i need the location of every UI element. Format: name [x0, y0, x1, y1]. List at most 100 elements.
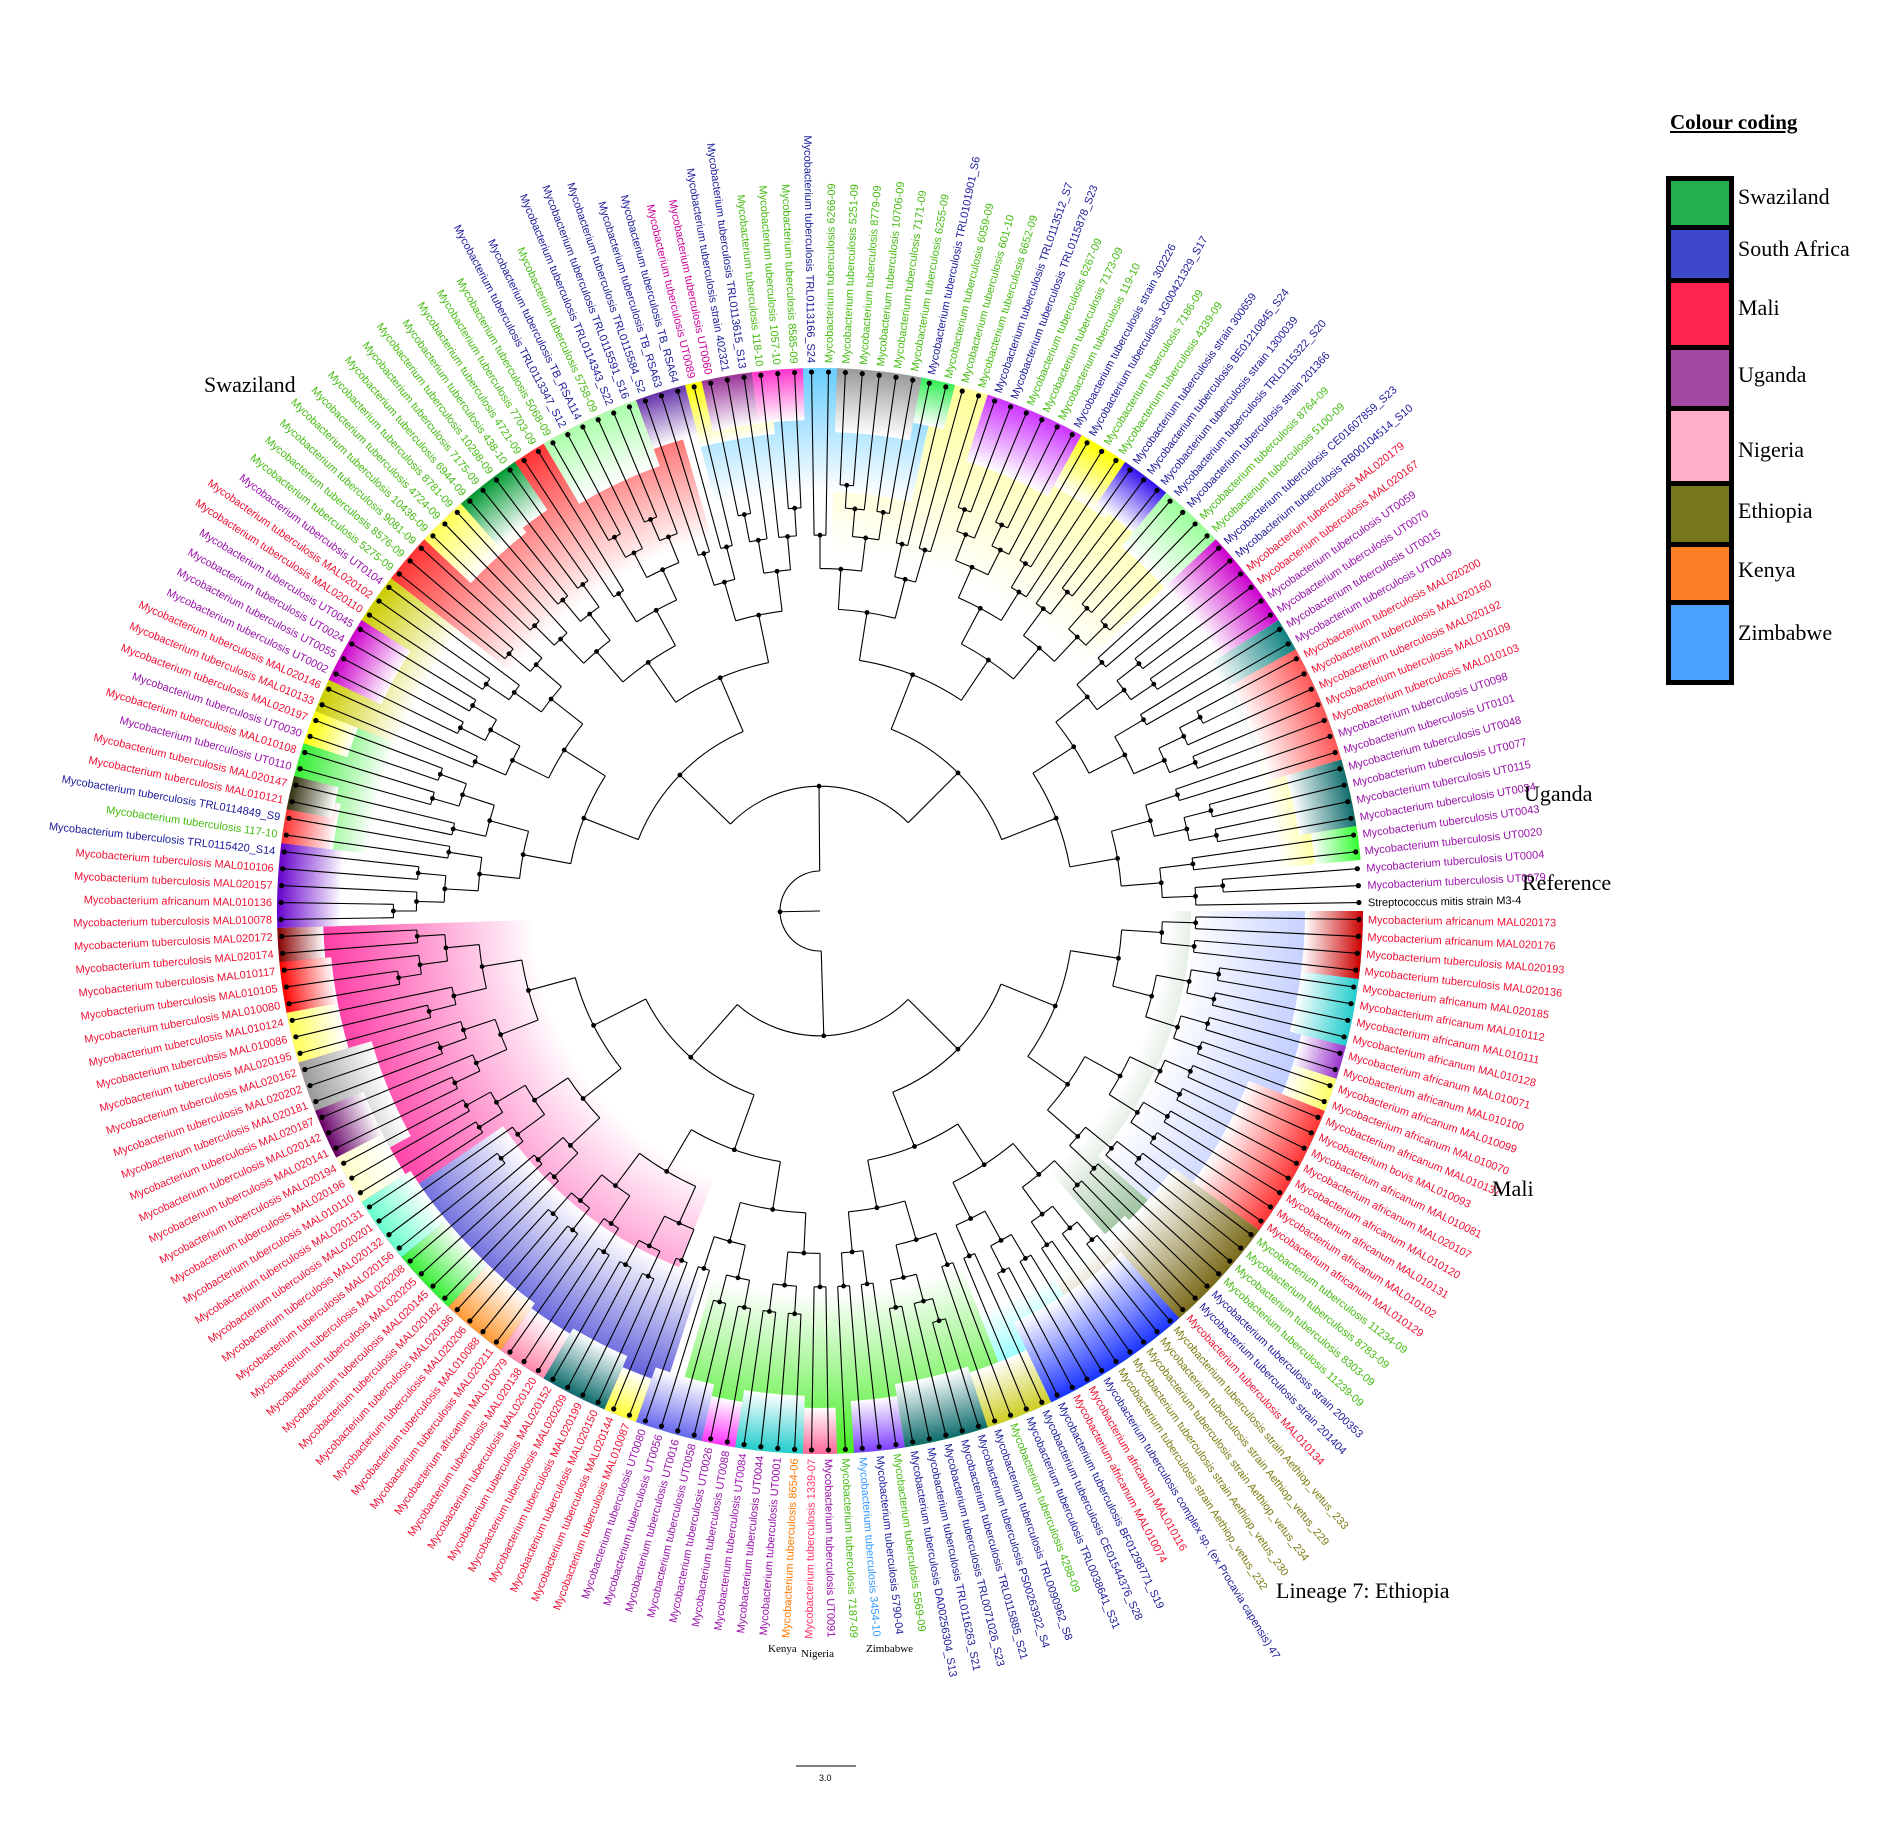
leaf-tip: [289, 1017, 295, 1023]
leaf-tip: [775, 371, 781, 377]
branch: [935, 1233, 948, 1265]
tree-node: [1190, 861, 1196, 867]
branch: [794, 1286, 797, 1314]
tree-node: [735, 1275, 741, 1281]
branch: [1212, 784, 1345, 818]
leaf-tip: [1007, 1412, 1014, 1418]
tree-node: [767, 1309, 772, 1314]
branch: [1084, 1056, 1121, 1077]
branch: [803, 1212, 807, 1254]
leaf-tip: [341, 656, 347, 662]
leaf-tip: [1308, 1130, 1314, 1136]
branch: [523, 1248, 599, 1362]
branch: [1052, 1205, 1071, 1229]
branch: [534, 625, 555, 646]
tree-node: [1211, 996, 1217, 1002]
leaf-tip: [293, 1034, 299, 1040]
branch: [495, 1233, 579, 1343]
leaf-tip: [1084, 440, 1090, 446]
branch: [1173, 1037, 1200, 1049]
branch: [282, 868, 418, 880]
tree-node: [755, 537, 761, 543]
leaf-tip: [366, 612, 373, 618]
leaf-tip: [1341, 782, 1347, 788]
leaf-tip: [1345, 1017, 1351, 1023]
branch: [284, 954, 419, 971]
clade-highlight: [735, 1390, 805, 1454]
tree-node: [613, 1183, 618, 1189]
branch: [552, 1192, 572, 1215]
tree-node: [1151, 681, 1157, 687]
branch: [776, 571, 783, 612]
branch: [462, 794, 495, 806]
branch: [474, 761, 506, 776]
branch: [1212, 1004, 1345, 1038]
branch: [569, 1117, 601, 1146]
branch: [1047, 1109, 1079, 1137]
branch: [787, 536, 791, 570]
branch: [1129, 1056, 1161, 1072]
branch: [535, 664, 562, 687]
leaf-tip: [724, 1439, 730, 1445]
tree-node: [1186, 979, 1192, 984]
branch: [281, 885, 417, 893]
tree-node: [1214, 832, 1219, 838]
tree-node: [653, 607, 659, 613]
branch: [660, 1270, 711, 1427]
tree-node: [981, 1162, 987, 1168]
tree-node: [977, 605, 983, 611]
branch: [1054, 636, 1078, 662]
branch: [445, 944, 480, 949]
leaf-tip: [675, 388, 681, 394]
tree-node: [580, 1096, 586, 1101]
branch: [710, 383, 739, 516]
branch: [281, 917, 394, 921]
branch: [1192, 834, 1354, 859]
leaf-tip: [959, 1428, 965, 1434]
branch: [844, 485, 848, 509]
leaf-tip: [1285, 1175, 1291, 1181]
branch: [1021, 1186, 1043, 1215]
leaf-tip: [876, 1444, 882, 1450]
branch: [851, 508, 856, 537]
branch: [1010, 563, 1026, 588]
leaf-tip: [418, 1271, 424, 1277]
branch: [825, 372, 830, 536]
branch: [378, 1126, 513, 1222]
leaf-tip: [926, 380, 932, 386]
tree-node: [551, 1174, 557, 1180]
branch: [1145, 794, 1178, 806]
branch: [1035, 469, 1131, 604]
tree-node: [510, 757, 515, 763]
branch: [490, 729, 521, 747]
leaf-tip: [708, 380, 714, 386]
clade-highlight: [636, 385, 698, 450]
leaf-tip: [521, 457, 527, 464]
branch: [304, 751, 435, 793]
branch: [284, 851, 419, 868]
legend-label-south-africa: South Africa: [1738, 236, 1850, 261]
branch: [469, 500, 559, 605]
branch: [523, 854, 571, 865]
leaf-tip: [396, 1245, 402, 1251]
tree-node: [426, 1008, 432, 1014]
branch: [563, 749, 606, 777]
branch: [482, 490, 569, 597]
branch: [957, 400, 996, 508]
branch: [593, 998, 646, 1026]
branch: [1086, 1243, 1158, 1332]
branch: [1162, 895, 1196, 899]
branch: [955, 1225, 970, 1257]
branch: [460, 727, 486, 741]
branch: [1070, 950, 1119, 959]
branch: [281, 901, 394, 905]
leaf-tip: [1238, 571, 1244, 577]
branch: [567, 434, 621, 535]
tree-node: [390, 908, 396, 914]
leaf-tip: [442, 1295, 448, 1301]
branch: [1081, 500, 1171, 605]
leaf-tip: [1315, 1114, 1321, 1120]
branch: [428, 1003, 457, 1012]
leaf-tip: [1356, 916, 1362, 923]
branch: [495, 479, 579, 589]
